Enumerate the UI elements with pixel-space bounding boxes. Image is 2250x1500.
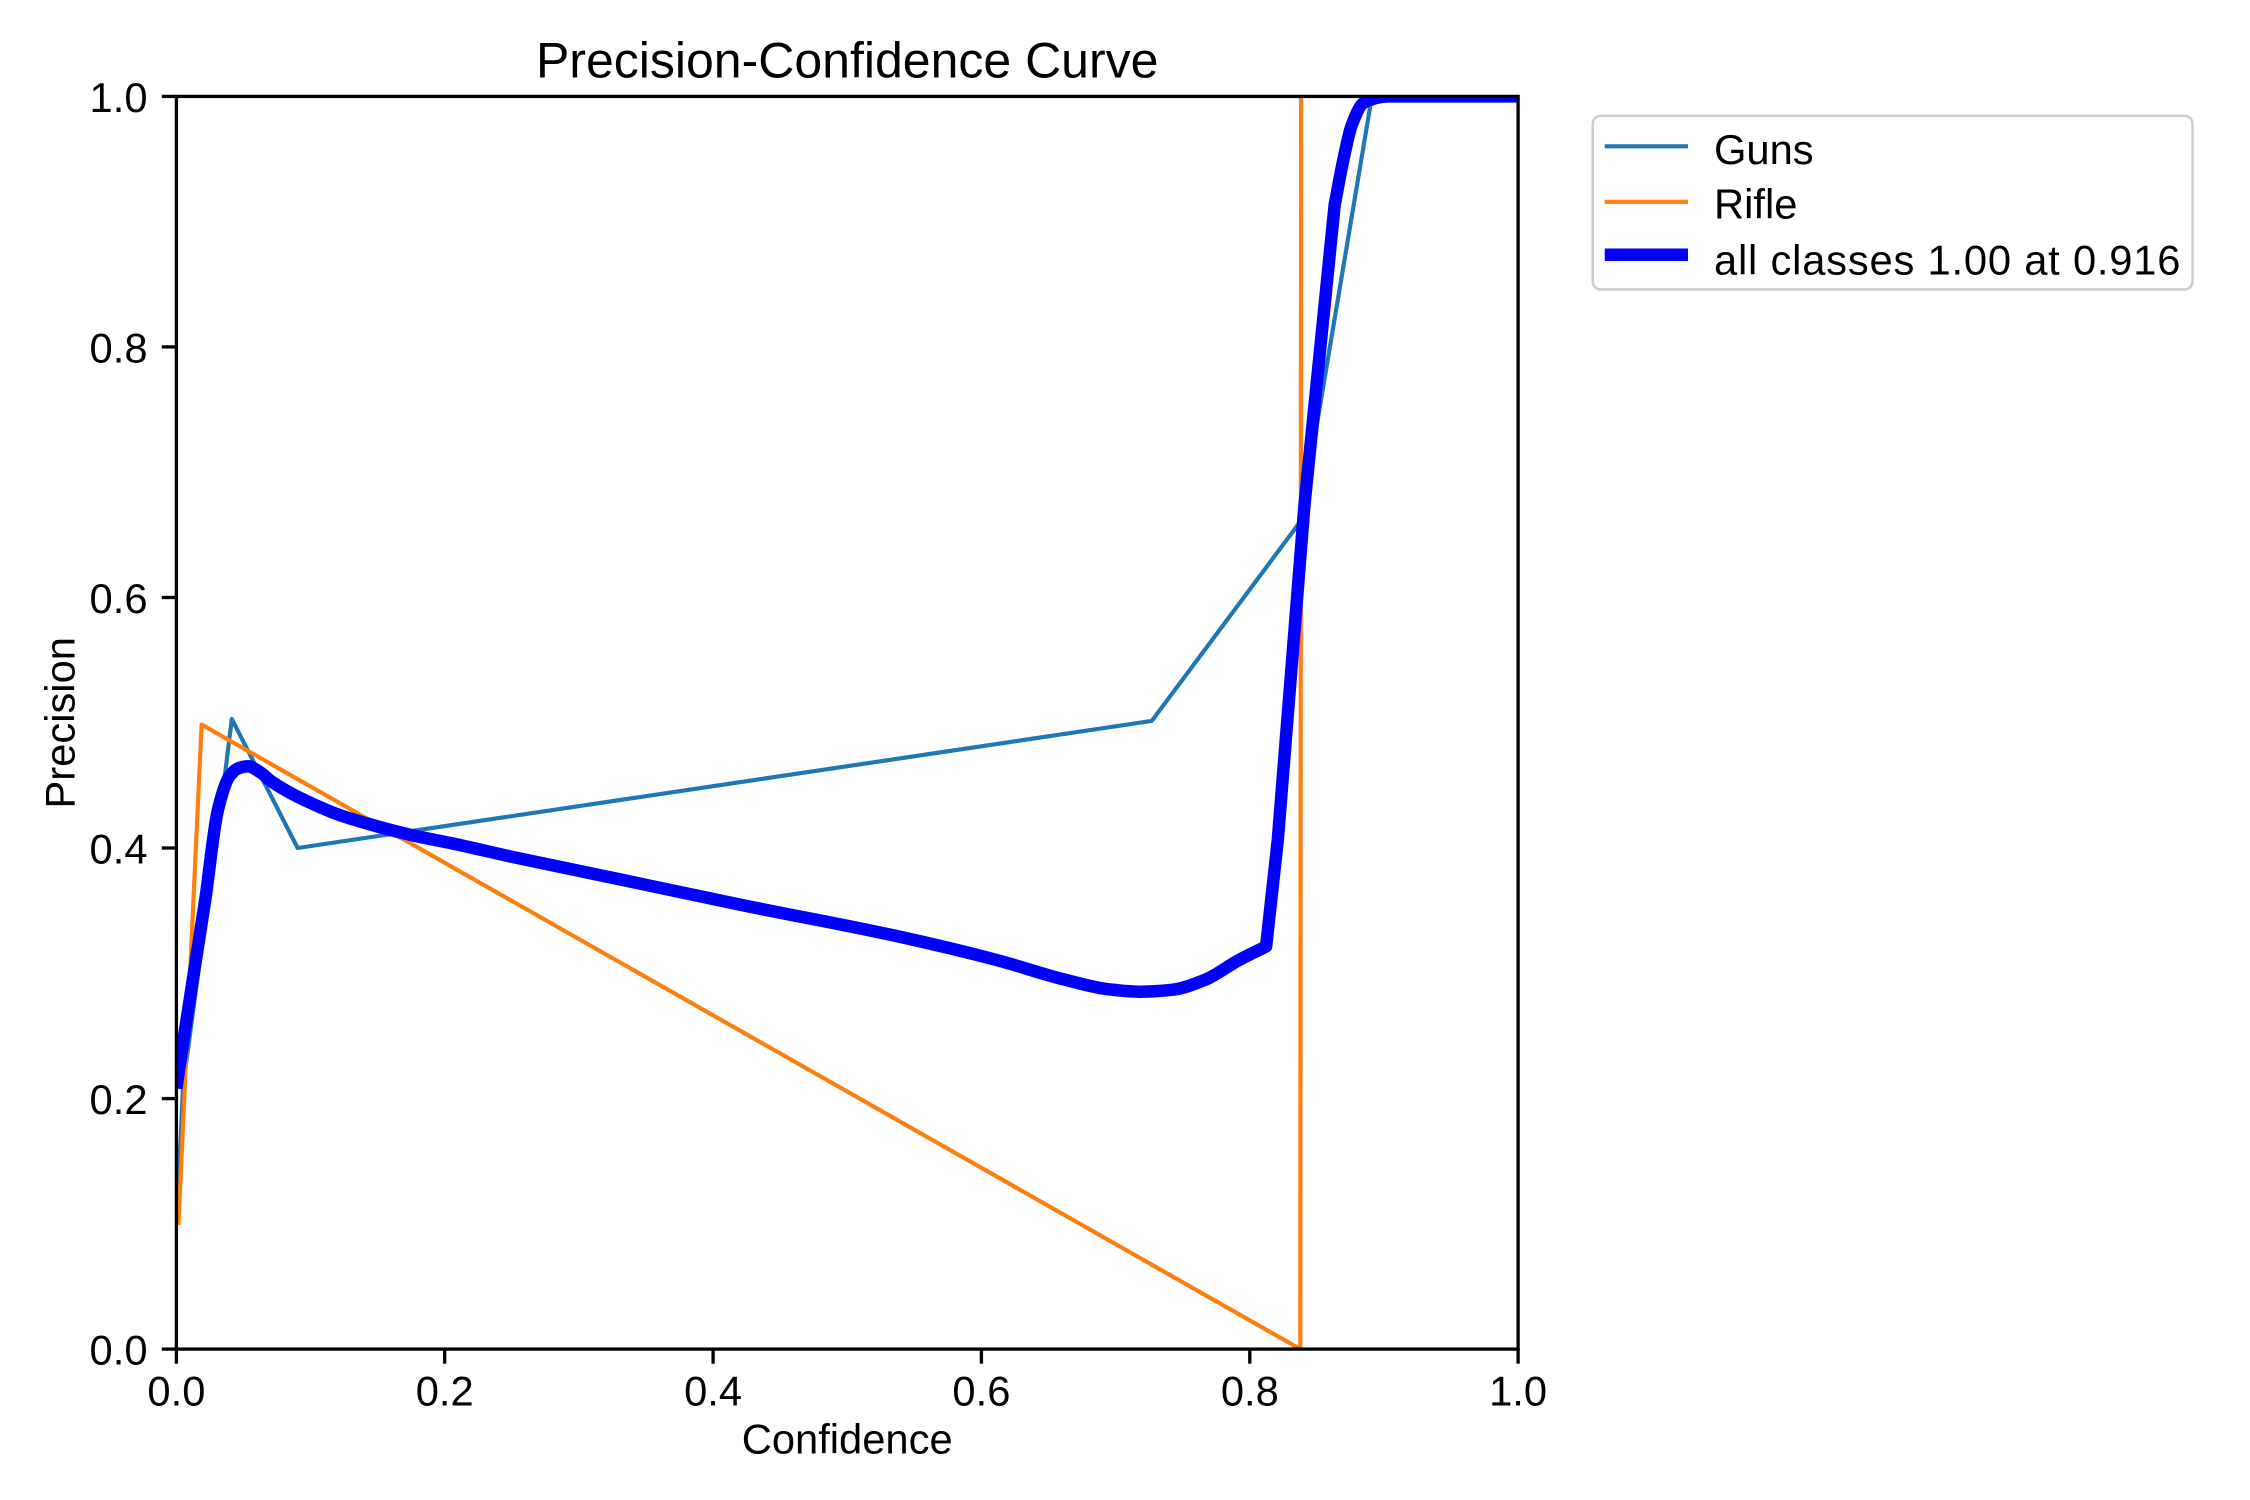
svg-text:0.2: 0.2 bbox=[416, 1368, 474, 1415]
svg-text:0.0: 0.0 bbox=[90, 1327, 148, 1374]
svg-text:0.0: 0.0 bbox=[147, 1368, 205, 1415]
svg-text:1.0: 1.0 bbox=[90, 74, 148, 121]
svg-text:0.2: 0.2 bbox=[90, 1076, 148, 1123]
svg-text:0.4: 0.4 bbox=[90, 826, 148, 873]
svg-text:0.6: 0.6 bbox=[952, 1368, 1010, 1415]
svg-text:Rifle: Rifle bbox=[1714, 180, 1797, 227]
svg-text:Confidence: Confidence bbox=[742, 1416, 953, 1463]
svg-text:Guns: Guns bbox=[1714, 126, 1814, 173]
svg-text:0.8: 0.8 bbox=[90, 324, 148, 371]
svg-text:all classes 1.00 at 0.916: all classes 1.00 at 0.916 bbox=[1714, 236, 2181, 283]
svg-text:0.8: 0.8 bbox=[1221, 1368, 1279, 1415]
svg-text:1.0: 1.0 bbox=[1489, 1368, 1547, 1415]
svg-text:Precision-Confidence Curve: Precision-Confidence Curve bbox=[536, 33, 1159, 89]
svg-text:Precision: Precision bbox=[37, 637, 84, 808]
svg-text:0.6: 0.6 bbox=[90, 575, 148, 622]
svg-text:0.4: 0.4 bbox=[684, 1368, 742, 1415]
